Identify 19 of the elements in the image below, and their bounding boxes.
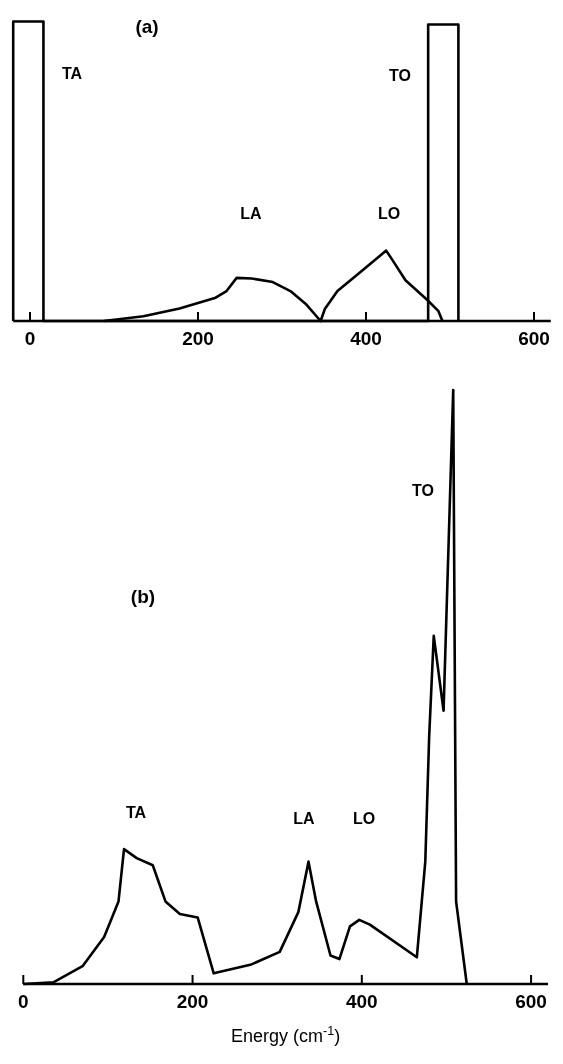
- annotation: TA: [61, 65, 83, 83]
- x-tick-label: 0: [24, 328, 36, 349]
- annotation: LA: [293, 810, 316, 828]
- annotation: (b): [130, 586, 156, 608]
- annotation: LO: [377, 205, 401, 223]
- x-tick-label: 400: [350, 328, 382, 349]
- x-tick-label: 200: [182, 328, 214, 349]
- annotation: TA: [125, 804, 147, 822]
- annotation: (a): [135, 16, 159, 38]
- annotation: LO: [352, 810, 376, 828]
- x-tick-label: 600: [518, 328, 550, 349]
- x-tick-label: 0: [18, 991, 29, 1012]
- annotation: LA: [240, 205, 263, 223]
- x-tick-label: 400: [345, 991, 378, 1012]
- x-tick-label: 200: [176, 991, 209, 1012]
- annotation: TO: [412, 482, 434, 500]
- x-axis-title: Energy (cm$^{-1}$): [231, 1024, 341, 1046]
- annotation: TO: [389, 67, 411, 85]
- x-tick-label: 600: [515, 991, 547, 1012]
